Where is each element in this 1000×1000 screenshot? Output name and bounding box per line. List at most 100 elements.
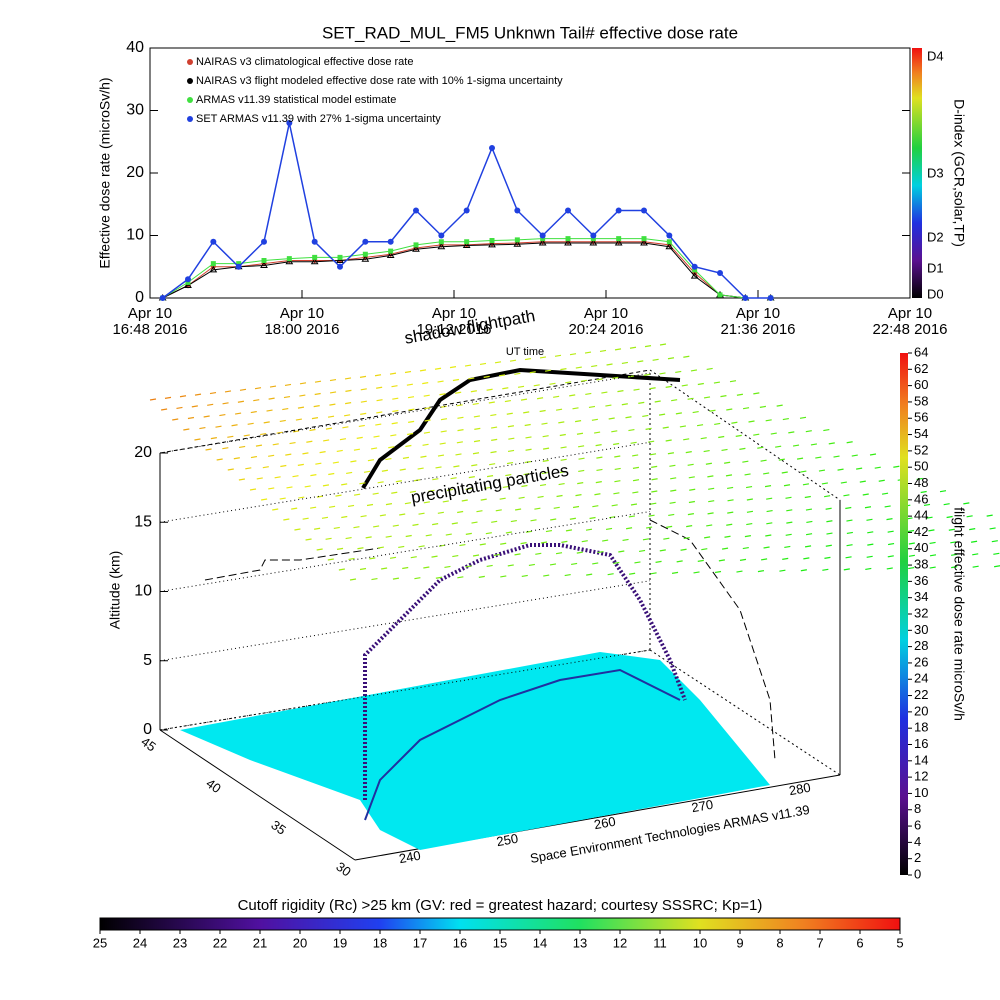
particle-dash — [209, 391, 217, 395]
particle-dash — [629, 346, 637, 349]
particle-dash — [588, 405, 596, 409]
particle-dash — [542, 435, 549, 438]
point — [666, 239, 672, 245]
particle-dash — [687, 513, 695, 516]
particle-dash — [525, 448, 532, 451]
particle-dash — [314, 527, 321, 530]
particle-dash — [534, 507, 541, 510]
particle-dash — [502, 387, 509, 390]
particle-dash — [753, 433, 760, 436]
particle-dash — [491, 520, 498, 523]
particle-dash — [476, 510, 483, 513]
particle-dash — [272, 508, 279, 511]
particle-dash — [671, 571, 679, 574]
particle-dash — [309, 428, 316, 432]
particle-dash — [565, 529, 573, 532]
particle-dash — [341, 515, 348, 519]
particle-dash — [299, 382, 307, 385]
particle-dash — [455, 391, 462, 394]
particle-dash — [360, 388, 367, 391]
particle-dash — [950, 541, 957, 544]
point — [539, 232, 546, 239]
particle-dash — [468, 377, 475, 380]
particle-dash — [596, 456, 603, 459]
particle-dash — [632, 466, 640, 469]
particle-dash — [377, 546, 384, 549]
particle-dash — [349, 578, 357, 581]
particle-dash — [851, 454, 858, 457]
particle-dash — [203, 415, 210, 418]
particle-dash — [194, 393, 202, 396]
particle-dash — [665, 439, 672, 442]
particle-dash — [648, 514, 655, 517]
particle-dash — [634, 561, 641, 564]
particle-dash — [867, 531, 874, 534]
colorbar-tick-label: 12 — [613, 935, 627, 950]
colorbar-tick-label: D0 — [927, 286, 944, 301]
particle-dash — [238, 478, 245, 481]
particle-dash — [654, 400, 661, 403]
particle-dash — [648, 440, 655, 443]
point — [336, 256, 344, 263]
colorbar-tick-label: 4 — [914, 834, 921, 849]
particle-dash — [802, 483, 810, 486]
particle-dash — [725, 474, 733, 477]
particle-dash — [597, 550, 604, 554]
particle-dash — [704, 536, 711, 539]
colorbar-tick-label: 6 — [856, 935, 863, 950]
particle-dash — [681, 384, 688, 387]
point — [640, 239, 648, 246]
particle-dash — [799, 416, 807, 419]
particle-dash — [465, 532, 472, 535]
particle-dash — [419, 369, 427, 372]
particle-dash — [471, 464, 478, 467]
particle-dash — [464, 364, 472, 367]
particle-dash — [991, 540, 998, 543]
particle-dash — [508, 437, 515, 440]
particle-dash — [576, 432, 584, 435]
particle-dash — [804, 495, 811, 499]
particle-dash — [630, 503, 638, 506]
particle-dash — [392, 397, 399, 400]
z-tick-label: 15 — [134, 513, 152, 530]
particle-dash — [292, 475, 299, 478]
y-tick-label: 40 — [126, 39, 144, 56]
particle-dash — [687, 397, 694, 400]
colorbar-tick-label: 62 — [914, 361, 928, 376]
particle-dash — [613, 492, 620, 495]
particle-dash — [651, 478, 658, 481]
particle-dash — [706, 524, 713, 527]
particle-dash — [341, 483, 348, 486]
grid-line — [159, 441, 651, 523]
particle-dash — [584, 351, 592, 354]
particle-dash — [418, 512, 425, 515]
particle-dash — [176, 406, 183, 410]
particle-dash — [521, 574, 528, 578]
particle-dash — [524, 357, 532, 361]
x-tick-label: 250 — [495, 831, 519, 850]
particle-dash — [520, 398, 528, 401]
point — [286, 256, 292, 262]
point — [615, 207, 622, 214]
point — [565, 207, 571, 214]
particle-dash — [405, 444, 412, 448]
particle-dash — [342, 426, 349, 429]
particle-dash — [668, 513, 675, 517]
colorbar-tick-label: 13 — [573, 935, 587, 950]
particle-dash — [670, 477, 677, 480]
colorbar-tick-label: 8 — [776, 935, 783, 950]
particle-dash — [605, 527, 613, 531]
point — [717, 270, 723, 276]
particle-dash — [161, 408, 168, 411]
particle-dash — [560, 446, 567, 449]
particle-dash — [543, 574, 550, 577]
particle-dash — [642, 538, 650, 541]
particle-dash — [614, 480, 621, 483]
colorbar-tick-label: 11 — [653, 935, 667, 950]
particle-dash — [455, 453, 462, 456]
particle-dash — [485, 532, 492, 535]
point — [261, 258, 267, 263]
point — [742, 295, 749, 301]
particle-dash — [539, 409, 546, 413]
colorbar-tick-label: 56 — [914, 410, 928, 425]
